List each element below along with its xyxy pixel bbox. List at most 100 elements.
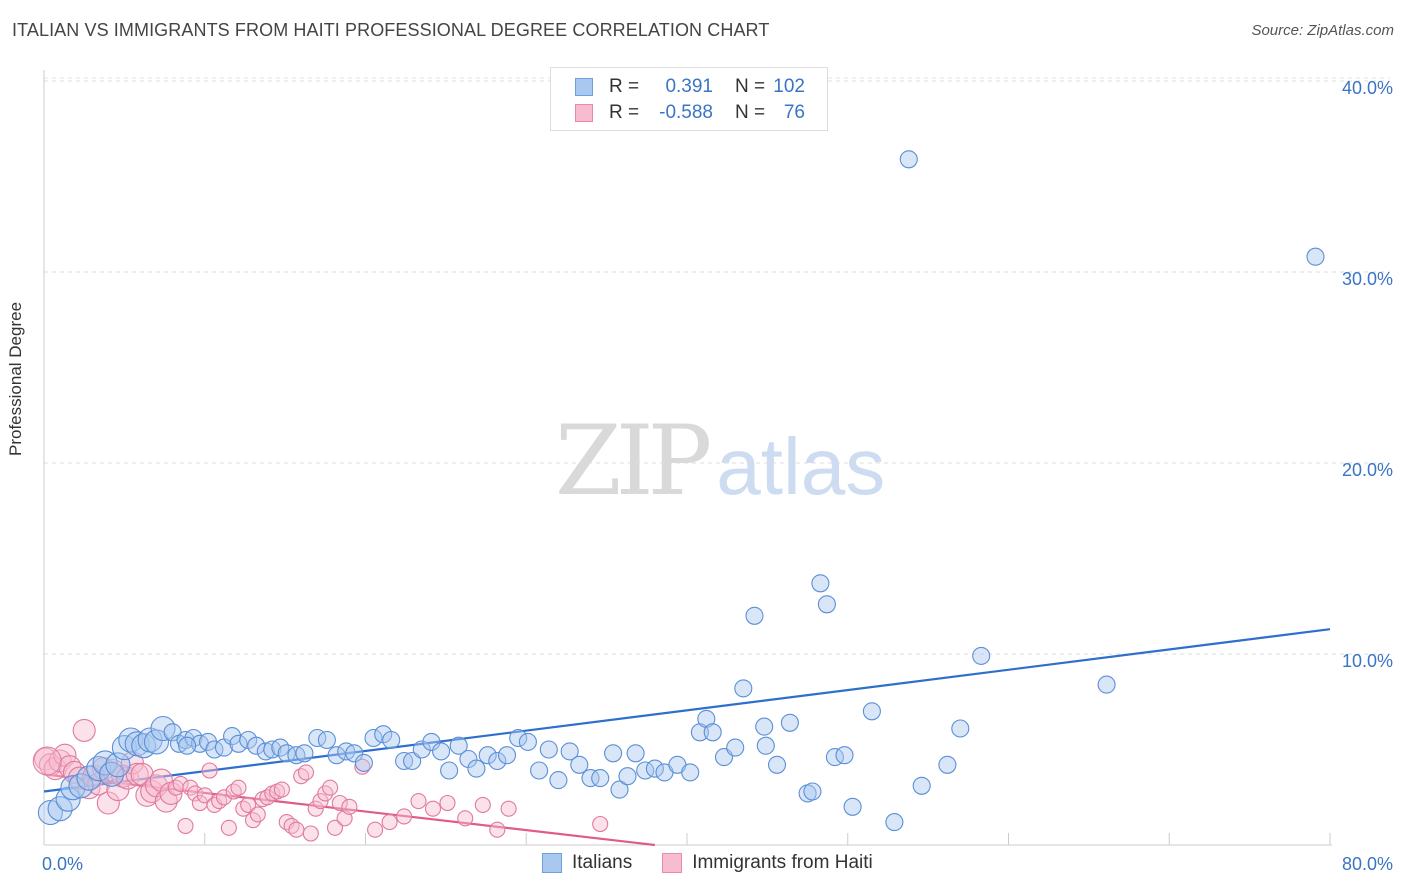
haiti-point — [288, 821, 305, 838]
italian-point — [591, 769, 610, 788]
italian-point — [403, 751, 422, 771]
legend-r-value: 0.391 — [665, 76, 713, 97]
legend-swatch-haiti — [575, 104, 593, 122]
italian-point — [354, 753, 373, 772]
italian-point — [604, 744, 623, 763]
chart-title: ITALIAN VS IMMIGRANTS FROM HAITI PROFESS… — [12, 20, 770, 40]
haiti-point — [424, 800, 442, 817]
haiti-point — [72, 718, 96, 742]
haiti-point — [341, 798, 358, 815]
italian-point — [862, 702, 881, 721]
haiti-point — [354, 758, 371, 775]
haiti-point — [177, 817, 194, 834]
italian-point — [118, 727, 144, 753]
y-tick-label: 30.0% — [1342, 269, 1393, 289]
italian-point — [626, 744, 645, 763]
italian-point — [645, 759, 664, 778]
y-axis-label: Professional Degree — [6, 301, 25, 456]
italian-point — [68, 773, 94, 799]
haiti-point — [307, 800, 324, 817]
haiti-point — [201, 762, 218, 779]
haiti-point — [410, 793, 427, 810]
italian-point — [811, 574, 830, 593]
haiti-point — [331, 794, 348, 812]
italian-point — [560, 742, 579, 761]
watermark: ZIP atlas — [555, 405, 885, 517]
italian-point — [412, 740, 431, 759]
italian-point — [549, 771, 568, 790]
haiti-point — [297, 764, 315, 781]
haiti-point — [135, 783, 159, 807]
italian-point — [703, 723, 722, 742]
italian-point — [150, 715, 176, 742]
italian-point — [467, 759, 486, 778]
italian-point — [143, 729, 170, 755]
y-tick-label: 20.0% — [1342, 460, 1393, 480]
haiti-point — [322, 779, 339, 796]
haiti-point — [439, 794, 456, 812]
haiti-point — [220, 819, 237, 836]
haiti-point — [172, 775, 189, 792]
italian-point — [912, 776, 931, 795]
italian-point — [256, 742, 275, 761]
italian-point — [803, 782, 822, 801]
haiti-point — [326, 819, 344, 836]
italian-point — [178, 736, 197, 755]
legend-swatch-haiti — [662, 853, 683, 873]
haiti-point — [367, 821, 384, 838]
legend-n-value: 76 — [783, 102, 805, 123]
italian-point — [726, 738, 745, 757]
italian-point — [1306, 247, 1325, 266]
legend-swatch-italians — [542, 853, 562, 873]
correlation-legend: R = 0.391 N = 102 R = -0.588 N = 76 — [550, 67, 828, 131]
italian-point — [767, 755, 787, 774]
italian-point — [105, 752, 131, 778]
italian-point — [951, 719, 970, 738]
haiti-point — [116, 766, 140, 790]
haiti-point — [249, 806, 266, 823]
haiti-point — [215, 789, 233, 806]
axes — [43, 70, 1332, 846]
legend-label-haiti: Immigrants from Haiti — [692, 852, 873, 873]
haiti-point — [32, 746, 62, 776]
haiti-point — [196, 787, 213, 804]
italian-point — [570, 755, 589, 774]
series-legend: Italians Immigrants from Haiti — [542, 852, 903, 874]
y-tick-label: 40.0% — [1342, 78, 1393, 98]
italian-point — [449, 736, 468, 755]
legend-n-value: 102 — [773, 76, 805, 97]
haiti-point — [125, 762, 149, 786]
legend-r-label: R = — [609, 102, 640, 123]
italian-points — [37, 150, 1325, 832]
italian-trend-line — [43, 628, 1331, 793]
italian-point — [509, 728, 528, 748]
legend-n-label: N = — [735, 102, 766, 123]
haiti-point — [230, 779, 247, 796]
haiti-point — [106, 778, 130, 802]
italian-point — [488, 751, 507, 771]
haiti-point — [240, 796, 257, 813]
italian-point — [37, 799, 63, 826]
italian-point — [835, 746, 854, 765]
italian-point — [756, 736, 775, 755]
y-tick-label: 10.0% — [1342, 651, 1393, 671]
legend-item-haiti[interactable]: Immigrants from Haiti — [662, 852, 873, 874]
italian-point — [843, 797, 862, 816]
italian-point — [92, 750, 118, 776]
haiti-point — [273, 781, 290, 798]
italian-point — [76, 765, 102, 791]
italian-point — [817, 595, 836, 614]
italian-point — [734, 679, 753, 698]
haiti-point — [474, 796, 491, 813]
italian-point — [610, 780, 629, 799]
italian-point — [295, 744, 314, 763]
italian-point — [317, 730, 336, 750]
italian-point — [327, 746, 346, 765]
italian-point — [972, 646, 991, 665]
tick-labels: 10.0% 20.0% 30.0% 40.0% 0.0% 80.0% — [42, 78, 1393, 874]
haiti-point — [312, 793, 329, 810]
italian-point — [497, 746, 517, 765]
watermark-zip: ZIP — [555, 405, 712, 517]
legend-item-italians[interactable]: Italians — [542, 852, 632, 874]
